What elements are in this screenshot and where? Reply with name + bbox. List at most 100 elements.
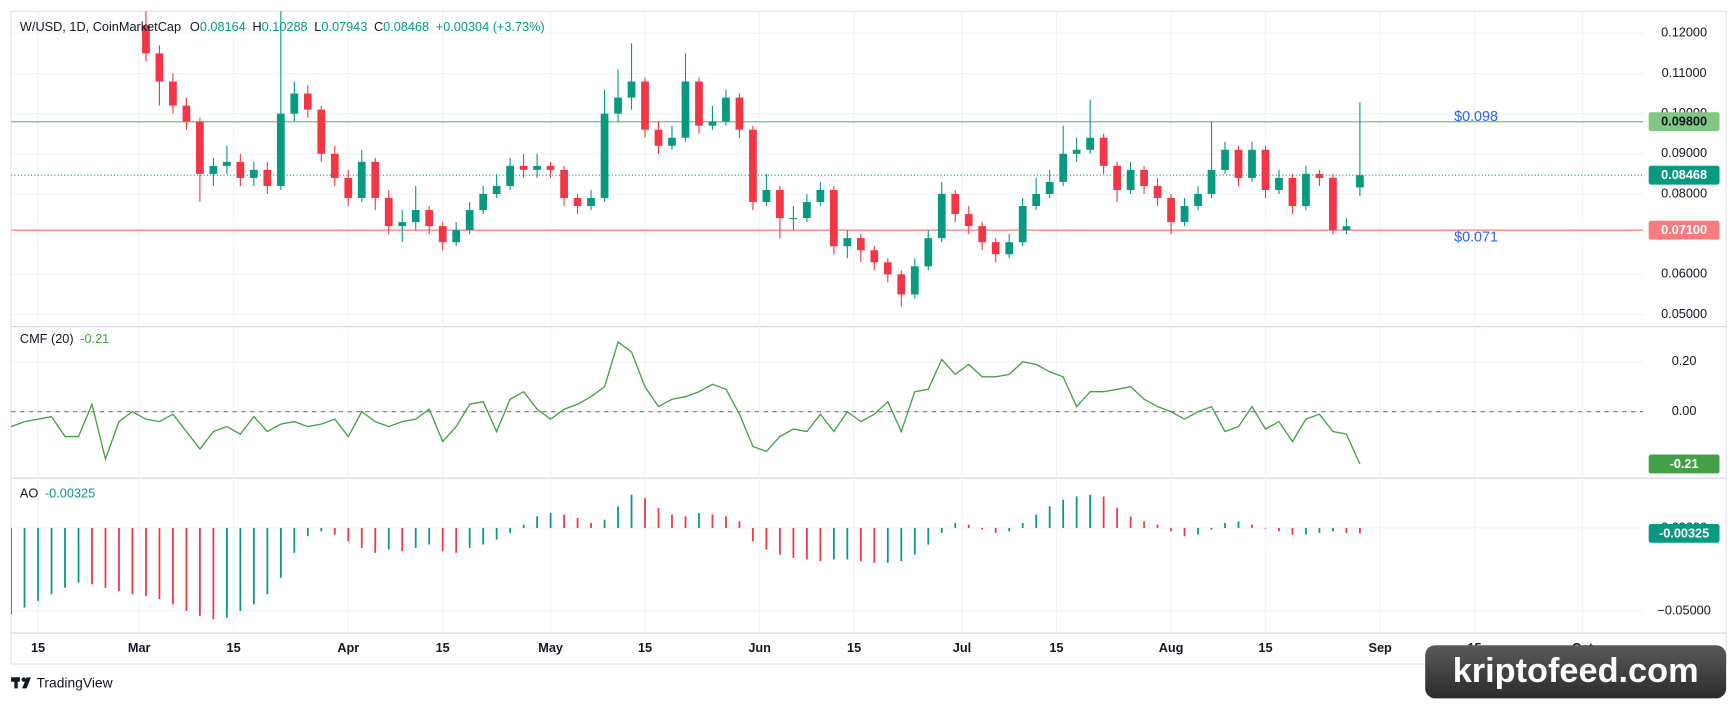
- candle-body: [303, 93, 312, 110]
- ohlc-value: 0.08468: [383, 19, 429, 34]
- candle-body: [142, 25, 150, 54]
- ao-bar: [698, 513, 700, 528]
- ao-bar: [239, 527, 242, 611]
- ohlc-value: 0.10288: [262, 19, 308, 34]
- ao-bar: [576, 517, 579, 528]
- ao-bar: [617, 506, 619, 528]
- candle-body: [937, 193, 946, 239]
- candle-body: [573, 197, 582, 207]
- ao-bar: [913, 527, 916, 555]
- ao-bar: [225, 527, 228, 618]
- ao-bar: [131, 527, 134, 595]
- ao-bar: [347, 527, 350, 542]
- ao-bar: [91, 527, 93, 585]
- ao-bar: [684, 516, 687, 528]
- ao-bar: [1183, 527, 1186, 537]
- ao-bar: [172, 527, 174, 605]
- y-tick-label: 0.05000: [1661, 306, 1707, 321]
- candle-body: [1045, 181, 1054, 194]
- ao-pane: [11, 494, 1361, 620]
- last-price-tag-bg: [1648, 165, 1720, 185]
- ao-bar: [23, 527, 26, 608]
- x-tick-label: 15: [31, 640, 45, 655]
- candle-body: [479, 193, 488, 211]
- candle-body: [384, 197, 393, 227]
- candle-body: [196, 121, 204, 174]
- candle-body: [964, 214, 973, 227]
- candle-body: [856, 238, 865, 251]
- candle-body: [776, 189, 784, 219]
- ao-bar: [981, 527, 984, 530]
- candle-body: [735, 97, 744, 130]
- x-tick-label: May: [538, 640, 563, 655]
- cmf-tag: -0.21: [1670, 456, 1699, 471]
- chart-frame: [10, 10, 1727, 665]
- ao-bar: [77, 527, 80, 583]
- candle-body: [492, 185, 501, 194]
- ao-bar: [752, 527, 754, 542]
- ao-bar: [886, 527, 889, 563]
- ao-bar: [509, 527, 512, 533]
- candle-body: [600, 113, 609, 198]
- candle-body: [398, 222, 407, 227]
- ao-bar: [644, 498, 646, 528]
- x-tick-label: Apr: [337, 640, 359, 655]
- candle-body: [1288, 177, 1297, 207]
- ao-legend: AO -0.00325: [20, 486, 95, 501]
- candle-body: [546, 165, 555, 170]
- ohlc-key: H: [252, 19, 261, 34]
- ao-bar: [360, 527, 363, 548]
- candle-body: [749, 129, 757, 203]
- candle-body: [762, 189, 771, 203]
- symbol: W/USD, 1D, CoinMarketCap: [20, 19, 181, 34]
- candle-body: [991, 242, 1000, 255]
- ao-bar: [1075, 496, 1078, 528]
- candle-body: [843, 238, 852, 247]
- ao-bar: [630, 494, 633, 528]
- level-text: $0.098: [1454, 109, 1498, 125]
- candle-body: [1315, 173, 1324, 178]
- ao-bar: [779, 527, 781, 555]
- candle-body: [263, 169, 272, 186]
- ao-bar: [428, 527, 431, 545]
- level-tag-bg: [1648, 112, 1720, 132]
- candle-body: [1018, 206, 1027, 243]
- level-tag-bg: [1648, 220, 1720, 240]
- x-tick-label: 15: [227, 640, 241, 655]
- ao-bar: [1332, 527, 1334, 532]
- ao-bar: [118, 527, 120, 592]
- y-tick-label: 0.06000: [1661, 266, 1707, 281]
- candle-body: [1221, 149, 1229, 170]
- watermark: kriptofeed.com: [1453, 652, 1699, 690]
- ao-bar: [414, 527, 417, 548]
- x-tick-label: Jun: [748, 640, 771, 655]
- candle-body: [695, 81, 703, 126]
- ao-bar: [306, 527, 309, 537]
- ao-bar: [104, 527, 107, 588]
- candle-body: [1167, 197, 1175, 223]
- ao-bar: [482, 527, 485, 545]
- x-tick-label: 15: [847, 640, 861, 655]
- ao-bar: [1251, 524, 1253, 528]
- candle-body: [465, 210, 474, 231]
- ao-bar: [50, 527, 53, 595]
- y-tick-label: 0.00: [1672, 403, 1697, 418]
- ao-value: -0.00325: [45, 486, 95, 501]
- level-text: $0.071: [1454, 230, 1498, 246]
- ao-tag-bg: [1648, 523, 1720, 543]
- ao-bar: [374, 527, 377, 553]
- candle-body: [803, 202, 811, 219]
- candle-body: [519, 165, 528, 170]
- candle-body: [816, 189, 825, 203]
- ao-bar: [266, 527, 269, 595]
- candle-body: [708, 121, 717, 126]
- candle-body: [1032, 193, 1041, 207]
- candle-body: [1207, 169, 1216, 194]
- ao-bar: [1035, 514, 1038, 528]
- candle-body: [425, 210, 434, 227]
- candle-body: [411, 210, 420, 223]
- candle-body: [1086, 137, 1095, 150]
- ao-bar: [1089, 494, 1092, 528]
- x-tick-label: 15: [638, 640, 652, 655]
